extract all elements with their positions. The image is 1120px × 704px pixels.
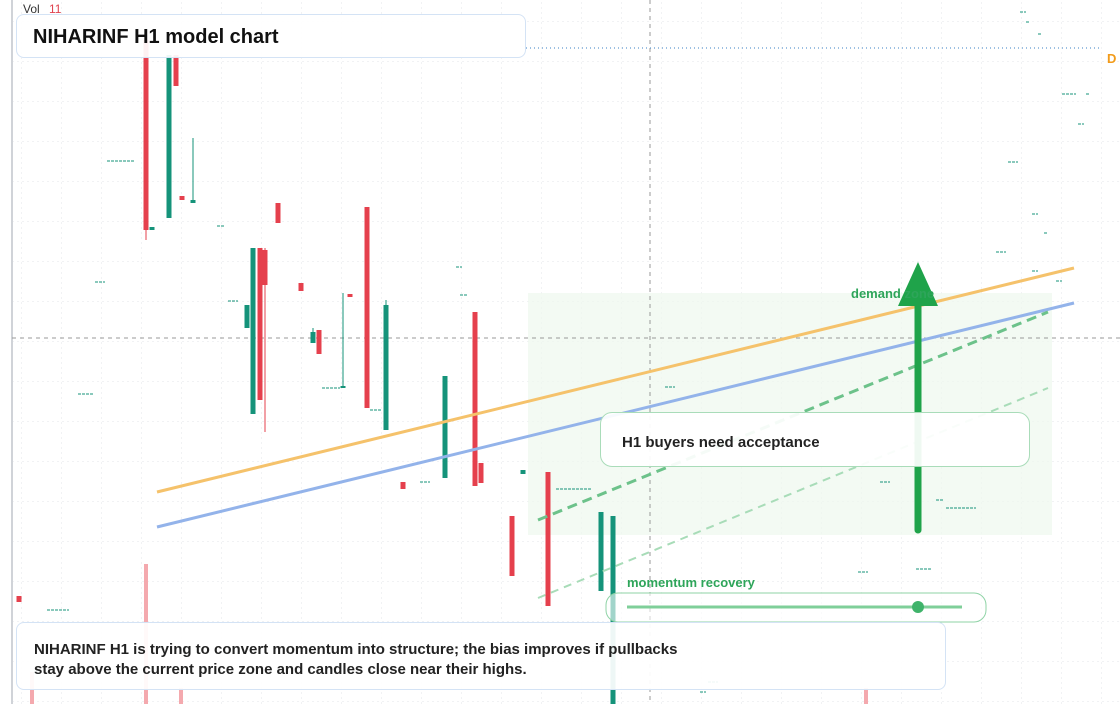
title-box: NIHARINF H1 model chart bbox=[16, 14, 526, 58]
candle-body bbox=[364, 207, 370, 408]
candle-body bbox=[478, 463, 484, 483]
volume-bar bbox=[179, 688, 183, 704]
volume-bar bbox=[864, 688, 868, 704]
footer-line: NIHARINF H1 is trying to convert momentu… bbox=[34, 641, 678, 658]
projection-line-lower bbox=[537, 387, 1049, 599]
candle-body bbox=[545, 472, 551, 606]
candle-body bbox=[179, 196, 185, 200]
title: NIHARINF H1 model chart bbox=[33, 26, 279, 48]
candle-body bbox=[173, 55, 179, 86]
candle-body bbox=[400, 482, 406, 489]
slider-knob[interactable] bbox=[912, 601, 924, 613]
candle-body bbox=[244, 305, 250, 328]
candle-body bbox=[316, 330, 322, 354]
candle-body bbox=[275, 203, 281, 223]
candle-body bbox=[190, 200, 196, 203]
footer-box: NIHARINF H1 is trying to convert momentu… bbox=[16, 622, 946, 690]
candle-body bbox=[250, 248, 256, 414]
candle-body bbox=[298, 283, 304, 291]
slider-label: momentum recovery bbox=[627, 575, 756, 590]
vol-label: Vol bbox=[23, 2, 40, 16]
candle-body bbox=[16, 596, 22, 602]
candle-body bbox=[262, 250, 268, 285]
candle-body bbox=[598, 512, 604, 591]
candle-body bbox=[442, 376, 448, 478]
edge-tag: D bbox=[1107, 51, 1116, 66]
footer-line: stay above the current price zone and ca… bbox=[34, 661, 527, 678]
callout: H1 buyers need acceptance bbox=[622, 434, 820, 451]
candle-body bbox=[310, 332, 316, 343]
candle-body bbox=[520, 470, 526, 474]
callout-box: H1 buyers need acceptance bbox=[600, 412, 1030, 467]
footer-text: NIHARINF H1 is trying to convert momentu… bbox=[34, 640, 677, 680]
candle-body bbox=[340, 386, 346, 388]
candle-body bbox=[347, 294, 353, 297]
candle-body bbox=[509, 516, 515, 576]
arrow-head bbox=[898, 262, 938, 306]
vol-value: 11 bbox=[49, 2, 62, 16]
candle-body bbox=[257, 248, 263, 400]
candle-body bbox=[472, 312, 478, 486]
candle-body bbox=[383, 305, 389, 430]
candle-body bbox=[166, 55, 172, 218]
candle-body bbox=[149, 227, 155, 230]
zone-label: demand zone bbox=[851, 286, 934, 301]
candle-body bbox=[143, 40, 149, 230]
